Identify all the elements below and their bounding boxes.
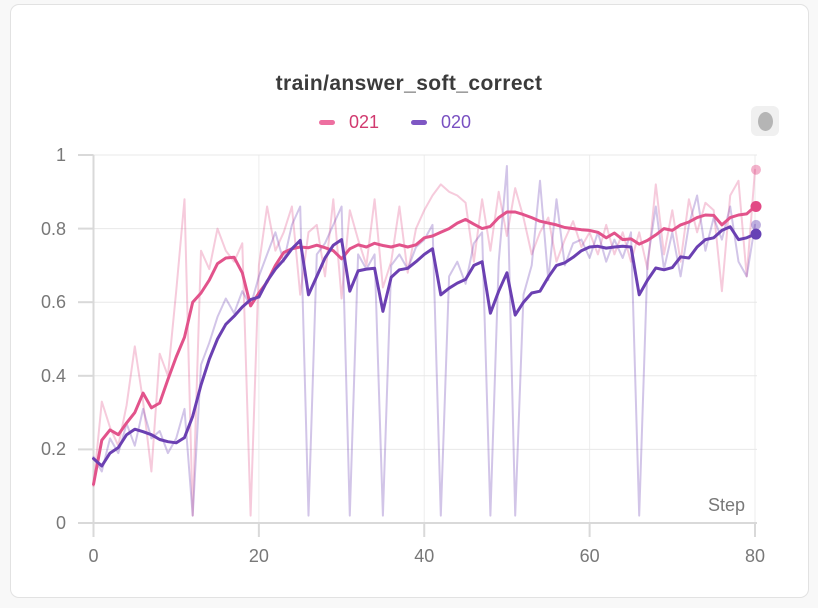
series-line-021-smoothed [92,205,757,486]
series-line-020-smoothed [92,225,757,468]
series-line-021-raw [92,168,756,517]
y-tick-label: 0 [55,513,66,533]
end-dot-020-raw[interactable] [751,219,761,230]
x-axis-title: Step [707,495,745,515]
chart-legend: 021 020 [0,111,790,133]
end-dot-021-raw[interactable] [751,164,761,175]
x-tick-label: 0 [88,546,99,566]
end-dot-021-smoothed[interactable] [750,201,762,213]
x-tick-label: 40 [414,546,435,566]
x-tick-label: 20 [248,546,269,566]
end-dot-020-smoothed[interactable] [750,228,762,240]
drag-handle-icon[interactable] [751,106,779,136]
y-tick-label: 0.8 [40,218,66,239]
legend-swatch-021 [318,119,335,125]
legend-label-020: 020 [441,112,472,132]
y-tick-label: 1 [55,145,66,165]
legend-label-021: 021 [348,112,379,132]
chart-title: train/answer_soft_correct [275,72,543,95]
x-tick-label: 80 [744,546,766,566]
legend-swatch-020 [411,119,427,125]
y-tick-label: 0.2 [40,439,66,460]
y-tick-label: 0.6 [40,292,66,313]
legend-item-021[interactable]: 021 [318,111,379,133]
drag-handle-blob [757,111,773,131]
legend-item-020[interactable]: 020 [411,111,471,133]
y-tick-label: 0.4 [40,365,66,386]
x-tick-label: 60 [579,546,600,566]
chart-panel [10,4,809,598]
